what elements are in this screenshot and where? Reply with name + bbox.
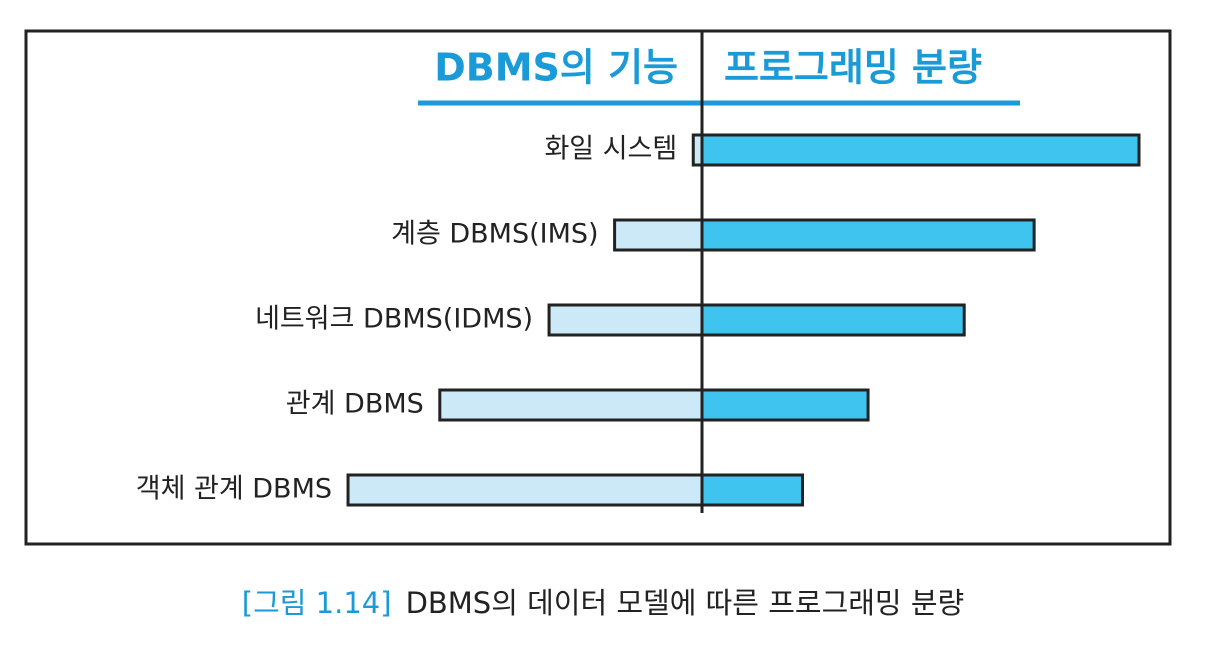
bar (700, 303, 966, 337)
bar (700, 133, 1141, 167)
bar (613, 218, 704, 252)
bar (547, 303, 704, 337)
category-label: 객체 관계 DBMS (136, 474, 332, 505)
legend-left: DBMS의 기능 (434, 46, 678, 90)
category-label: 계층 DBMS(IMS) (391, 219, 598, 250)
caption-text: DBMS의 데이터 모델에 따른 프로그래밍 분량 (406, 586, 965, 620)
category-label: 화일 시스템 (544, 134, 677, 165)
bar (438, 388, 704, 422)
legend-right: 프로그래밍 분량 (724, 46, 982, 90)
bar (346, 473, 704, 507)
category-label: 관계 DBMS (286, 389, 424, 420)
frame (24, 29, 1172, 546)
caption: [그림 1.14] DBMS의 데이터 모델에 따른 프로그래밍 분량 (242, 586, 964, 620)
figure-label: [그림 1.14] (242, 586, 392, 620)
bar (700, 218, 1036, 252)
bar (700, 388, 870, 422)
bar (700, 473, 805, 507)
category-label: 네트워크 DBMS(IDMS) (255, 304, 533, 335)
